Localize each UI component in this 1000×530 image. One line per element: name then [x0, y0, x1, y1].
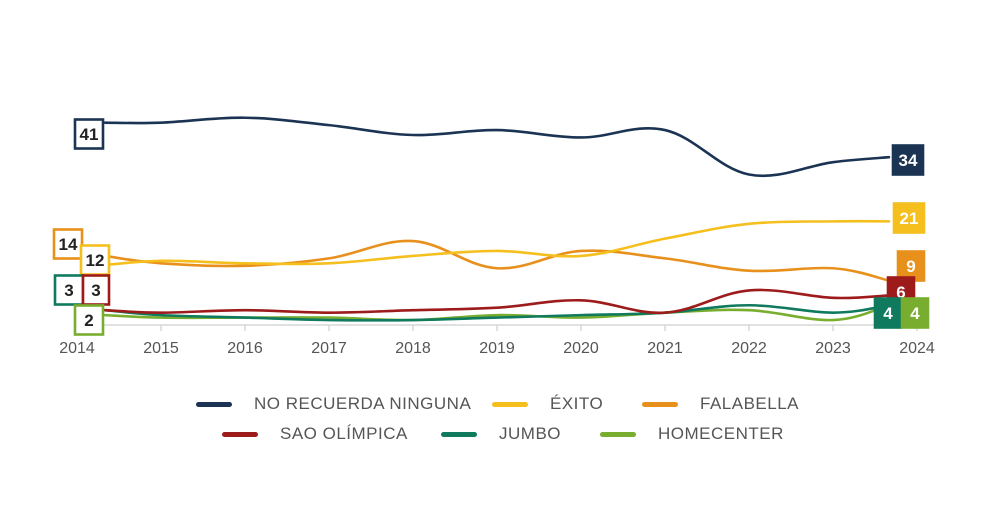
x-tick-label: 2024 [899, 340, 935, 357]
legend-item-sao: SAO OLÍMPICA [222, 424, 408, 444]
end-label-jumbo-text: 4 [883, 304, 893, 323]
legend-item-falabella: FALABELLA [642, 394, 799, 414]
end-label-no-recuerda-box [891, 144, 925, 176]
legend-label-homecenter: HOMECENTER [658, 424, 784, 443]
end-label-sao-text: 6 [896, 283, 905, 302]
legend-label-no-recuerda: NO RECUERDA NINGUNA [254, 394, 472, 413]
legend-swatch-falabella [642, 401, 678, 407]
end-label-falabella-text: 9 [906, 257, 915, 276]
legend-swatch-homecenter [600, 431, 636, 437]
legend-swatch-jumbo [441, 431, 477, 437]
x-tick-label: 2022 [731, 340, 767, 357]
series-line-sao [103, 288, 891, 315]
start-label-exito-box [79, 244, 111, 276]
end-label-exito: 21 [892, 202, 926, 234]
x-tick-label: 2018 [395, 340, 431, 357]
start-label-sao: 3 [81, 274, 111, 306]
legend-label-falabella: FALABELLA [700, 394, 800, 413]
start-label-homecenter-box [73, 304, 105, 336]
x-tick-label: 2021 [647, 340, 683, 357]
start-label-no-recuerda-text: 41 [80, 125, 99, 144]
start-label-exito: 12 [79, 244, 111, 276]
start-label-jumbo: 3 [53, 274, 85, 306]
series-line-falabella [103, 239, 891, 282]
start-label-falabella: 14 [52, 228, 84, 260]
start-label-no-recuerda-box [73, 118, 105, 150]
end-label-no-recuerda: 34 [891, 144, 925, 176]
end-label-jumbo: 4 [873, 297, 903, 329]
series-line-exito [95, 219, 891, 268]
x-tick-label: 2014 [59, 340, 95, 357]
end-label-homecenter-text: 4 [910, 304, 920, 323]
start-label-falabella-text: 14 [59, 235, 78, 254]
x-tick-label: 2015 [143, 340, 179, 357]
end-label-homecenter: 4 [900, 297, 930, 329]
x-tick-label: 2017 [311, 340, 347, 357]
end-label-exito-box [892, 202, 926, 234]
start-label-no-recuerda: 41 [73, 118, 105, 150]
end-label-falabella-box [896, 250, 926, 282]
start-label-homecenter: 2 [73, 304, 105, 336]
x-tick-label: 2023 [815, 340, 851, 357]
start-label-falabella-box [52, 228, 84, 260]
legend-item-exito: ÉXITO [492, 394, 603, 414]
start-label-sao-box [81, 274, 111, 306]
series-line-no_recuerda [103, 116, 891, 178]
end-label-no-recuerda-text: 34 [899, 151, 918, 170]
series-line-jumbo [103, 303, 891, 322]
x-tick-label: 2016 [227, 340, 263, 357]
start-label-jumbo-text: 3 [64, 281, 73, 300]
legend-item-homecenter: HOMECENTER [600, 424, 784, 444]
legend-label-jumbo: JUMBO [499, 424, 561, 443]
start-label-homecenter-text: 2 [84, 311, 93, 330]
end-label-homecenter-box [900, 297, 930, 329]
legend-swatch-sao [222, 431, 258, 437]
end-label-exito-text: 21 [900, 209, 919, 228]
legend-swatch-no-recuerda [196, 401, 232, 407]
x-tick-label: 2019 [479, 340, 515, 357]
legend-label-sao: SAO OLÍMPICA [280, 424, 408, 443]
legend-row-1: NO RECUERDA NINGUNA ÉXITO FALABELLA [0, 390, 1000, 418]
legend-swatch-exito [492, 401, 528, 407]
start-label-sao-text: 3 [91, 281, 100, 300]
legend-item-jumbo: JUMBO [441, 424, 561, 444]
line-chart: 2014 2015 2016 2017 2018 2019 2020 2021 2022 2023… [52, 116, 935, 357]
x-tick-label: 2020 [563, 340, 599, 357]
end-label-falabella: 9 [896, 250, 926, 282]
start-label-exito-text: 12 [86, 251, 105, 270]
legend-label-exito: ÉXITO [550, 394, 604, 413]
legend-item-no-recuerda: NO RECUERDA NINGUNA [196, 394, 471, 414]
legend-row-2: SAO OLÍMPICA JUMBO HOMECENTER [0, 420, 1000, 448]
